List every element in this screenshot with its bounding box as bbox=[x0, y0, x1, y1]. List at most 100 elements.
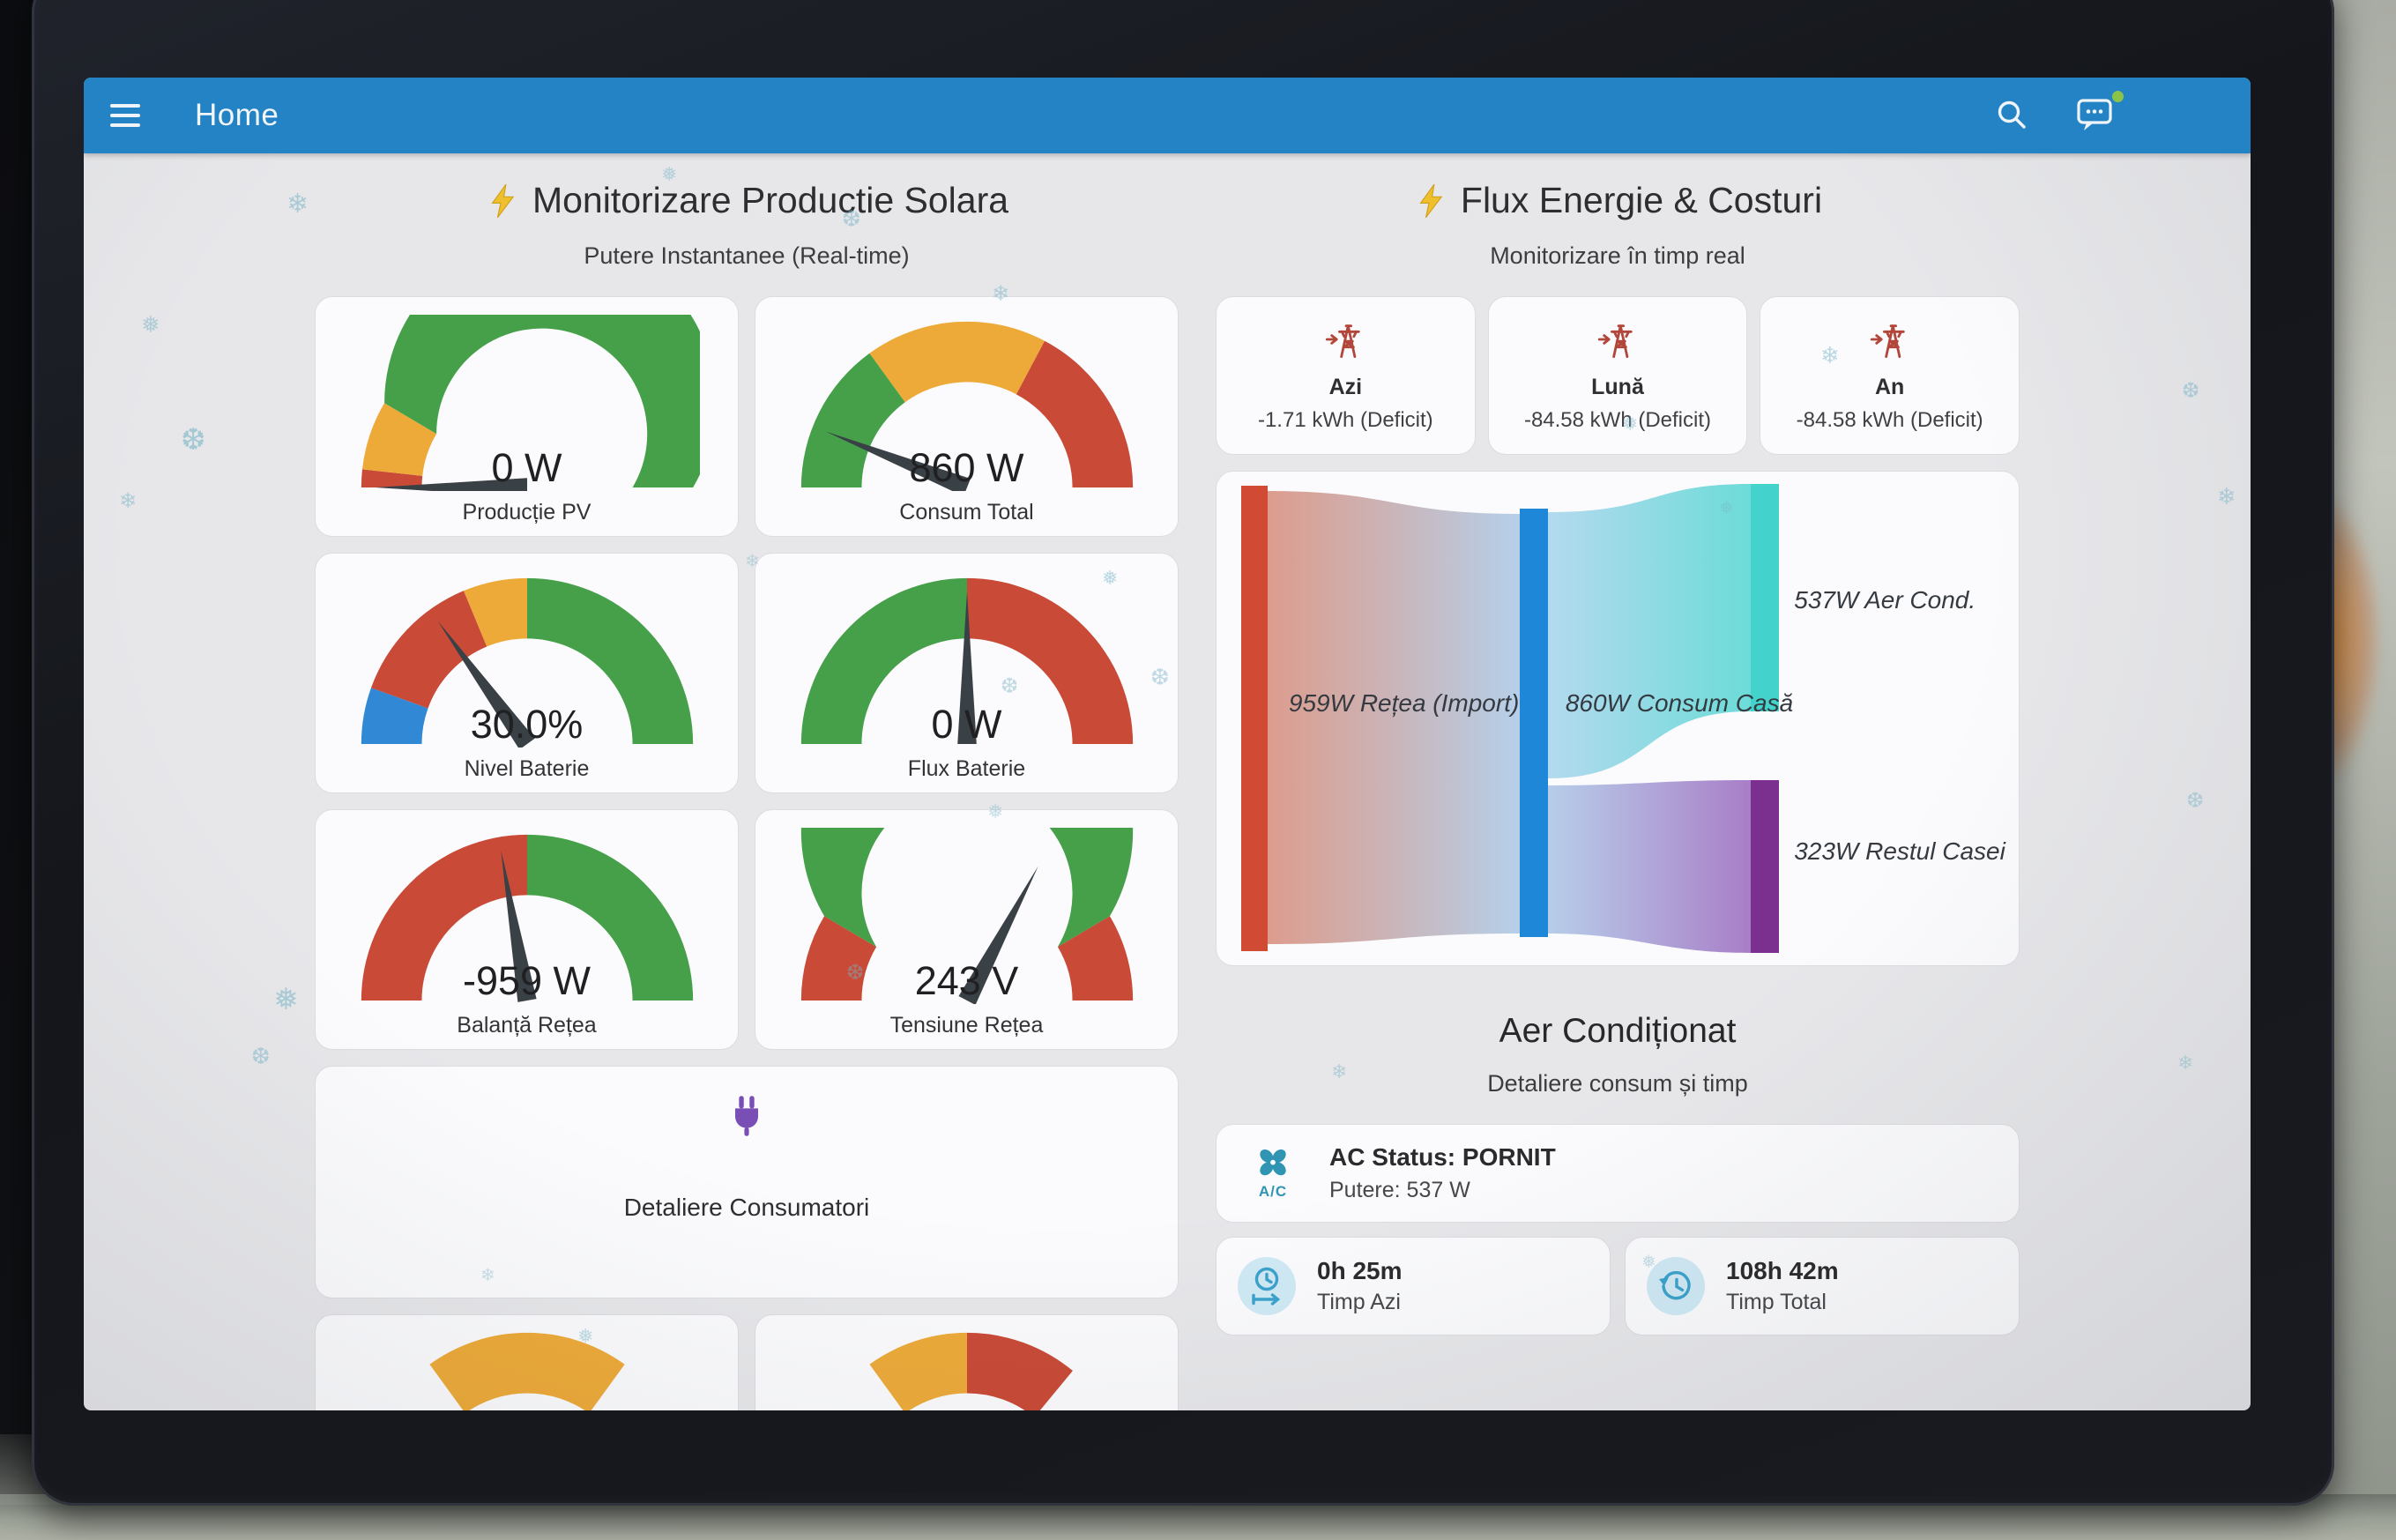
lightning-bolt-icon bbox=[491, 183, 515, 218]
snowflake-icon: ❅ bbox=[273, 982, 299, 1017]
sankey-flow-grid-to-house bbox=[1268, 491, 1520, 944]
gauge-card-produc-ie-pv[interactable]: 0 W Producție PV bbox=[315, 296, 739, 537]
time-card-timp-total[interactable]: 108h 42m Timp Total bbox=[1625, 1237, 2020, 1335]
gauge-dial: 0 W bbox=[794, 571, 1140, 748]
sankey-card[interactable]: 959W Rețea (Import) 860W Consum Casă 537… bbox=[1216, 471, 2020, 966]
gauge-dial: 0 W bbox=[354, 315, 700, 491]
snowflake-icon: ❆ bbox=[2186, 788, 2205, 813]
transmission-tower-import-icon bbox=[1870, 324, 1905, 359]
gauge-value: 860 W bbox=[909, 444, 1024, 490]
gauge-value: 0 W bbox=[491, 444, 562, 490]
ac-section-subtitle: Detaliere consum și timp bbox=[1487, 1070, 1748, 1097]
sankey-label-house-consumption: 860W Consum Casă bbox=[1565, 689, 1794, 718]
sankey-label-ac: 537W Aer Cond. bbox=[1794, 585, 1976, 614]
stat-value: -1.71 kWh (Deficit) bbox=[1257, 408, 1433, 432]
page-title: Home bbox=[195, 98, 279, 132]
gauge-dial: 860 W bbox=[794, 315, 1140, 491]
gauge-card-balan-re-ea[interactable]: -959 W Balanță Rețea bbox=[315, 808, 739, 1050]
energy-column: Flux Energie & Costuri Monitorizare în t… bbox=[1216, 180, 2020, 1410]
snowflake-icon: ❆ bbox=[181, 422, 206, 458]
time-card-row: 0h 25m Timp Azi 108h 42m Timp Total bbox=[1216, 1237, 2020, 1335]
ac-fan-icon bbox=[1260, 1149, 1286, 1176]
time-value: 0h 25m bbox=[1317, 1257, 1403, 1284]
snowflake-icon: ❆ bbox=[251, 1044, 271, 1070]
snowflake-icon: ❄ bbox=[119, 488, 138, 513]
sankey-diagram bbox=[1241, 484, 1779, 953]
gauge-value: 30.0% bbox=[470, 701, 584, 747]
stat-card-row: Azi -1.71 kWh (Deficit) Lună -84.58 kWh … bbox=[1216, 296, 2020, 455]
sankey-node-house-consumption bbox=[1520, 509, 1548, 937]
partial-gauge-card-1[interactable] bbox=[315, 1313, 739, 1410]
solar-section-subtitle: Putere Instantanee (Real-time) bbox=[584, 242, 910, 269]
partial-gauge-row bbox=[315, 1313, 1179, 1410]
gauge-label: Producție PV bbox=[462, 499, 592, 524]
gauge-value: 0 W bbox=[931, 701, 1002, 747]
sankey-node-ac bbox=[1751, 484, 1779, 711]
ac-icon-label: A/C bbox=[1258, 1183, 1288, 1200]
time-icon-circle bbox=[1238, 1257, 1296, 1315]
gauge-label: Flux Baterie bbox=[907, 755, 1026, 781]
power-plug-icon bbox=[735, 1095, 758, 1136]
menu-icon[interactable] bbox=[110, 98, 149, 133]
ac-status-text: AC Status: PORNIT bbox=[1329, 1143, 1556, 1171]
dashboard-screen: Home bbox=[84, 78, 2251, 1410]
ac-power-text: Putere: 537 W bbox=[1329, 1178, 1470, 1202]
stat-card-an[interactable]: An -84.58 kWh (Deficit) bbox=[1760, 296, 2020, 455]
assist-icon[interactable] bbox=[2074, 90, 2124, 136]
time-card-timp-azi[interactable]: 0h 25m Timp Azi bbox=[1216, 1237, 1611, 1335]
lightning-bolt-icon bbox=[1419, 183, 1443, 218]
gauge-label: Balanță Rețea bbox=[457, 1012, 597, 1038]
snowflake-icon: ❆ bbox=[2182, 378, 2200, 403]
sankey-node-rest-of-house bbox=[1751, 780, 1779, 953]
consumers-card-title: Detaliere Consumatori bbox=[623, 1193, 870, 1221]
timer-clock-icon bbox=[1252, 1267, 1281, 1306]
ac-status-card[interactable]: A/C AC Status: PORNIT Putere: 537 W bbox=[1216, 1124, 2020, 1223]
stat-card-lun-[interactable]: Lună -84.58 kWh (Deficit) bbox=[1487, 296, 1748, 455]
gauge-card-tensiune-re-ea[interactable]: 243 V Tensiune Rețea bbox=[755, 808, 1179, 1050]
partial-gauge-card-2[interactable] bbox=[755, 1313, 1179, 1410]
gauge-label: Consum Total bbox=[899, 499, 1034, 524]
sankey-flow-house-to-ac bbox=[1548, 484, 1751, 778]
snowflake-icon: ❄ bbox=[2217, 484, 2236, 510]
assist-status-dot bbox=[2112, 90, 2124, 102]
history-clock-icon bbox=[1659, 1271, 1691, 1300]
ac-section-title: Aer Condiționat bbox=[1499, 1012, 1737, 1050]
app-header: Home bbox=[84, 78, 2251, 153]
snowflake-icon: ❄ bbox=[2177, 1053, 2194, 1075]
sankey-flow-house-to-rest bbox=[1548, 780, 1751, 953]
gauge-dial: -959 W bbox=[354, 828, 700, 1004]
dashboard-content: Monitorizare Productie Solara Putere Ins… bbox=[84, 153, 2251, 1410]
time-value: 108h 42m bbox=[1726, 1257, 1839, 1284]
snowflake-icon: ❅ bbox=[141, 312, 160, 339]
transmission-tower-import-icon bbox=[1597, 324, 1633, 359]
stat-value: -84.58 kWh (Deficit) bbox=[1523, 408, 1712, 432]
time-label: Timp Azi bbox=[1317, 1290, 1401, 1314]
stat-card-azi[interactable]: Azi -1.71 kWh (Deficit) bbox=[1216, 296, 1476, 455]
stat-label: An bbox=[1874, 375, 1905, 399]
transmission-tower-import-icon bbox=[1326, 324, 1361, 359]
tablet-bezel: Home bbox=[32, 0, 2334, 1506]
gauge-label: Nivel Baterie bbox=[464, 755, 590, 781]
sankey-label-grid-import: 959W Rețea (Import) bbox=[1288, 689, 1520, 718]
snowflake-icon: ❄ bbox=[286, 189, 309, 219]
solar-column: Monitorizare Productie Solara Putere Ins… bbox=[315, 180, 1179, 1410]
gauge-card-flux-baterie[interactable]: 0 W Flux Baterie bbox=[755, 552, 1179, 793]
energy-section-title: Flux Energie & Costuri bbox=[1460, 180, 1823, 220]
search-icon[interactable] bbox=[1993, 96, 2030, 136]
gauge-value: 243 V bbox=[914, 957, 1019, 1003]
stat-value: -84.58 kWh (Deficit) bbox=[1796, 408, 1983, 432]
solar-section-title: Monitorizare Productie Solara bbox=[532, 180, 1009, 220]
energy-section-subtitle: Monitorizare în timp real bbox=[1490, 242, 1745, 269]
gauge-dial: 243 V bbox=[794, 827, 1140, 1004]
stat-label: Azi bbox=[1328, 375, 1363, 399]
stat-label: Lună bbox=[1591, 375, 1644, 399]
sankey-node-grid-import bbox=[1241, 486, 1268, 951]
gauge-card-nivel-baterie[interactable]: 30.0% Nivel Baterie bbox=[315, 552, 739, 793]
gauge-grid: 0 W Producție PV 860 W Consum Total 30.0… bbox=[315, 296, 1179, 1050]
gauge-dial: 30.0% bbox=[354, 571, 700, 748]
gauge-card-consum-total[interactable]: 860 W Consum Total bbox=[755, 296, 1179, 537]
time-icon-circle bbox=[1647, 1257, 1705, 1315]
gauge-label: Tensiune Rețea bbox=[889, 1012, 1044, 1038]
consumers-card[interactable]: Detaliere Consumatori bbox=[315, 1065, 1179, 1298]
sankey-label-rest-of-house: 323W Restul Casei bbox=[1794, 837, 2005, 866]
